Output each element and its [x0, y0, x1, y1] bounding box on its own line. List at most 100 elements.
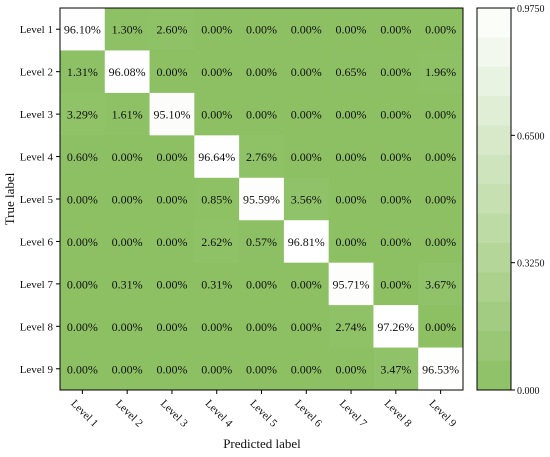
- cell-value-label: 0.00%: [201, 362, 232, 376]
- colorbar-band: [477, 360, 511, 391]
- colorbar-band: [477, 37, 511, 68]
- heatmap-cell: [104, 50, 150, 94]
- heatmap-cell: [60, 92, 106, 136]
- heatmap-cell: [283, 92, 330, 136]
- cell-value-label: 3.56%: [291, 193, 322, 207]
- y-tick-label: Level 9: [20, 364, 54, 376]
- heatmap-cell: [418, 220, 464, 264]
- heatmap-cell: [104, 177, 150, 221]
- cell-value-label: 0.00%: [425, 320, 456, 334]
- y-tick-label: Level 8: [20, 321, 54, 333]
- heatmap-cell: [328, 8, 374, 51]
- y-axis-label: True label: [2, 172, 17, 225]
- heatmap-cell: [60, 220, 106, 264]
- heatmap-cell: [60, 347, 106, 391]
- heatmap-cell: [149, 347, 195, 391]
- heatmap-cell: [418, 135, 464, 179]
- colorbar-band: [477, 213, 511, 244]
- cell-value-label: 0.00%: [336, 235, 367, 249]
- heatmap-cell: [239, 92, 285, 136]
- colorbar: 0.000 0.3250 0.6500 0.9750: [476, 4, 545, 397]
- heatmap-cell: [418, 8, 464, 51]
- cell-value-label: 3.67%: [425, 277, 456, 291]
- cell-value-label: 0.00%: [380, 193, 411, 207]
- cell-value-label: 2.62%: [201, 235, 232, 249]
- heatmap-cell: [328, 347, 374, 391]
- cell-value-label: 0.00%: [291, 108, 322, 122]
- cell-value-label: 0.00%: [246, 108, 277, 122]
- x-tick-label: Level 7: [337, 398, 369, 430]
- x-tick-label: Level 9: [426, 398, 458, 430]
- y-tick-label: Level 2: [20, 67, 53, 79]
- cell-value-label: 2.60%: [156, 23, 187, 37]
- heatmap-cell: [373, 135, 419, 179]
- colorbar-tick-label: 0.3250: [517, 259, 545, 270]
- cell-value-label: 2.74%: [336, 320, 367, 334]
- cell-value-label: 0.00%: [425, 235, 456, 249]
- heatmap-cell: [60, 50, 106, 94]
- cell-value-label: 96.64%: [198, 150, 235, 164]
- cell-value-label: 1.96%: [425, 65, 456, 79]
- cell-value-label: 0.00%: [201, 65, 232, 79]
- y-tick-label: Level 7: [20, 279, 54, 291]
- cell-value-label: 0.00%: [112, 362, 143, 376]
- cell-value-label: 1.61%: [112, 108, 143, 122]
- heatmap-cell: [149, 177, 195, 221]
- x-tick-label: Level 6: [292, 398, 324, 430]
- colorbar-tick-label: 0.000: [517, 386, 540, 397]
- cell-value-label: 96.08%: [109, 65, 146, 79]
- cell-value-label: 0.00%: [425, 150, 456, 164]
- cell-value-label: 0.00%: [67, 277, 98, 291]
- cell-value-label: 0.00%: [425, 23, 456, 37]
- heatmap-cell: [283, 262, 330, 306]
- cell-value-label: 0.00%: [201, 320, 232, 334]
- cell-value-label: 0.57%: [246, 235, 277, 249]
- heatmap-cell: [104, 135, 150, 179]
- cell-value-label: 95.59%: [243, 193, 280, 207]
- heatmap-cell: [373, 305, 419, 348]
- cell-value-label: 0.00%: [156, 277, 187, 291]
- cell-value-label: 96.53%: [422, 362, 459, 376]
- x-tick-label: Level 2: [113, 398, 145, 430]
- cell-value-label: 0.00%: [380, 150, 411, 164]
- cell-value-label: 0.00%: [112, 320, 143, 334]
- y-tick-label: Level 4: [20, 152, 54, 164]
- x-tick-label: Level 4: [203, 398, 235, 430]
- heatmap-cell: [149, 305, 195, 348]
- y-tick-label: Level 5: [20, 194, 54, 206]
- cell-value-label: 0.00%: [246, 277, 277, 291]
- heatmap-cell: [194, 92, 240, 136]
- cell-value-label: 0.00%: [112, 235, 143, 249]
- cell-value-label: 0.00%: [425, 193, 456, 207]
- cell-value-label: 95.10%: [153, 108, 190, 122]
- cell-value-label: 0.00%: [67, 362, 98, 376]
- cell-value-label: 0.00%: [156, 235, 187, 249]
- cell-value-label: 0.00%: [201, 23, 232, 37]
- y-tick-label: Level 3: [20, 109, 54, 121]
- heatmap-cell: [149, 135, 195, 179]
- cell-value-label: 0.00%: [156, 65, 187, 79]
- cell-value-label: 0.00%: [156, 193, 187, 207]
- heatmap-cell: [418, 50, 464, 94]
- heatmap-cell: [60, 177, 106, 221]
- heatmap-cell: [418, 262, 464, 306]
- colorbar-band: [477, 125, 511, 156]
- heatmap-cell: [283, 220, 330, 264]
- heatmap-cell: [418, 92, 464, 136]
- cell-value-label: 0.00%: [380, 23, 411, 37]
- heatmap-cell: [149, 220, 195, 264]
- heatmap-cell: [239, 135, 285, 179]
- colorbar-band: [477, 8, 511, 38]
- cell-value-label: 0.00%: [201, 108, 232, 122]
- heatmap-cell: [149, 262, 195, 306]
- cell-value-label: 0.00%: [291, 65, 322, 79]
- colorbar-tick-label: 0.9750: [517, 4, 545, 15]
- colorbar-band: [477, 272, 511, 303]
- heatmap-cell: [149, 50, 195, 94]
- cell-value-label: 0.00%: [380, 235, 411, 249]
- heatmap-cell: [60, 262, 106, 306]
- heatmap-cells: [60, 8, 464, 391]
- cell-value-label: 0.00%: [336, 362, 367, 376]
- heatmap-cell: [239, 347, 285, 391]
